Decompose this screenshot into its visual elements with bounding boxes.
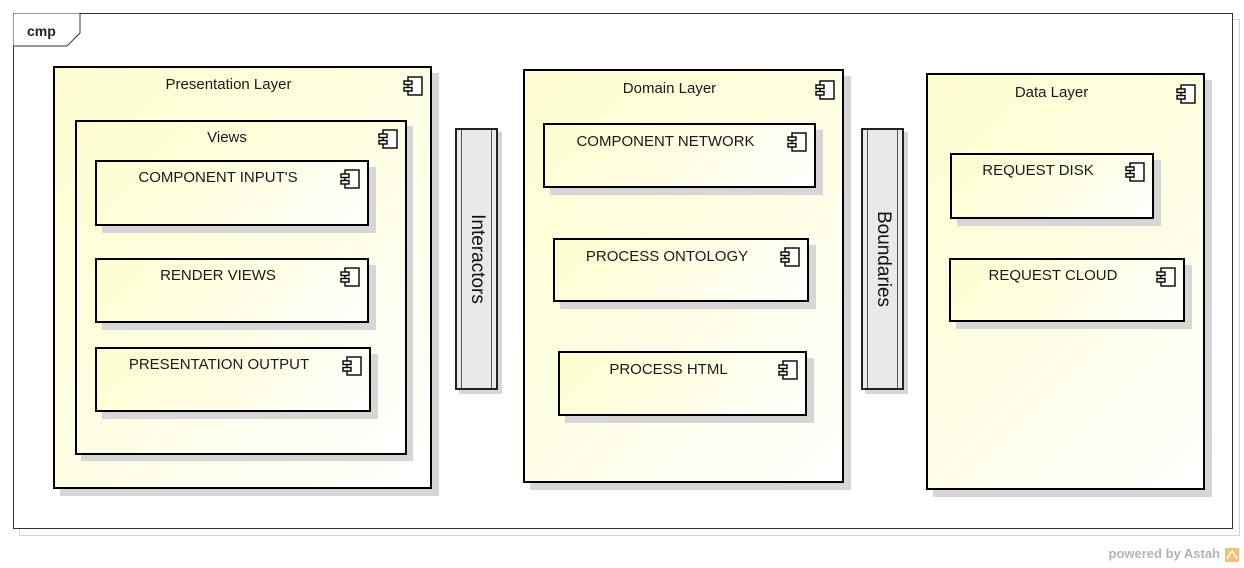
component-icon xyxy=(1176,84,1196,104)
data-layer[interactable]: Data Layer REQUEST DISK REQUEST CLOUD xyxy=(926,73,1205,490)
component-icon xyxy=(403,76,423,96)
views[interactable]: Views COMPONENT INPUT'S RENDER VIEWS PRE… xyxy=(75,120,407,455)
presentation-output-label: PRESENTATION OUTPUT xyxy=(128,356,310,373)
component-icon xyxy=(342,356,362,376)
domain-layer[interactable]: Domain Layer COMPONENT NETWORK PROCESS O… xyxy=(523,69,844,483)
domain-layer-title: Domain Layer xyxy=(622,80,717,97)
presentation-output[interactable]: PRESENTATION OUTPUT xyxy=(95,347,371,412)
process-html-label: PROCESS HTML xyxy=(609,361,728,378)
presentation-layer[interactable]: Presentation Layer Views COMPONENT INPUT… xyxy=(53,66,432,489)
render-views[interactable]: RENDER VIEWS xyxy=(95,258,369,323)
presentation-layer-title: Presentation Layer xyxy=(165,76,292,93)
component-icon xyxy=(340,267,360,287)
component-network[interactable]: COMPONENT NETWORK xyxy=(543,123,816,188)
interactors-interface[interactable]: Interactors xyxy=(455,128,498,390)
component-network-label: COMPONENT NETWORK xyxy=(576,133,755,150)
frame-label: cmp xyxy=(27,23,56,39)
component-icon xyxy=(787,132,807,152)
component-inputs-label: COMPONENT INPUT'S xyxy=(138,169,298,186)
data-layer-title: Data Layer xyxy=(1014,84,1089,101)
component-icon xyxy=(780,247,800,267)
views-title: Views xyxy=(207,129,247,146)
component-icon xyxy=(1156,267,1176,287)
component-icon xyxy=(815,80,835,100)
frame-tab xyxy=(13,13,81,47)
component-inputs[interactable]: COMPONENT INPUT'S xyxy=(95,160,369,226)
process-ontology-label: PROCESS ONTOLOGY xyxy=(585,248,749,265)
boundaries-label: Boundaries xyxy=(872,210,894,308)
boundaries-interface[interactable]: Boundaries xyxy=(861,128,904,390)
interactors-label: Interactors xyxy=(466,214,488,304)
component-icon xyxy=(378,129,398,149)
process-html[interactable]: PROCESS HTML xyxy=(558,351,807,416)
render-views-label: RENDER VIEWS xyxy=(160,267,276,284)
astah-logo-icon xyxy=(1225,548,1239,562)
request-disk[interactable]: REQUEST DISK xyxy=(950,153,1154,219)
component-icon xyxy=(778,360,798,380)
request-disk-label: REQUEST DISK xyxy=(982,162,1094,179)
process-ontology[interactable]: PROCESS ONTOLOGY xyxy=(553,238,809,302)
request-cloud[interactable]: REQUEST CLOUD xyxy=(949,258,1185,322)
powered-by-label: powered by Astah xyxy=(1108,546,1220,561)
request-cloud-label: REQUEST CLOUD xyxy=(988,267,1118,284)
component-icon xyxy=(1125,162,1145,182)
component-icon xyxy=(340,169,360,189)
